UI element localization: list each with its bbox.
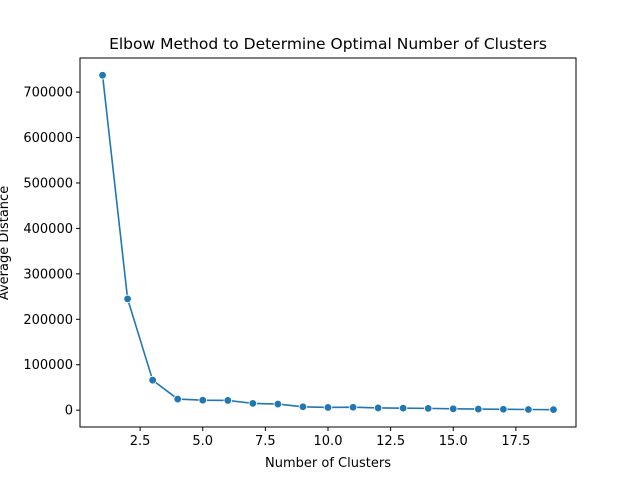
plot-area — [80, 58, 576, 427]
plot-frame — [79, 57, 577, 428]
x-tick-label: 15.0 — [439, 434, 468, 449]
data-point — [323, 403, 333, 412]
data-point — [499, 405, 508, 414]
data-point — [123, 294, 132, 304]
data-point — [373, 403, 383, 413]
data-point — [273, 399, 283, 409]
chart-title: Elbow Method to Determine Optimal Number… — [109, 35, 547, 53]
x-tick-label: 12.5 — [376, 434, 405, 449]
y-tick-label: 200000 — [23, 313, 73, 328]
data-point — [549, 405, 558, 414]
y-tick-label: 100000 — [23, 358, 73, 373]
series-layer — [98, 71, 558, 414]
x-axis-label: Number of Clusters — [265, 456, 391, 471]
y-tick-label: 400000 — [23, 222, 73, 237]
y-tick-label: 500000 — [23, 176, 73, 191]
y-axis-ticks: 0 100000 200000 300000 400000 500000 600000 700… — [23, 86, 80, 419]
data-point — [198, 395, 207, 405]
x-tick-label: 2.5 — [130, 434, 151, 449]
data-point — [474, 404, 483, 414]
x-tick-label: 17.5 — [501, 434, 530, 449]
y-tick-label: 0 — [65, 404, 73, 419]
y-tick-label: 300000 — [23, 267, 73, 282]
data-point — [248, 399, 258, 408]
data-point — [173, 394, 182, 404]
data-point — [524, 405, 533, 414]
x-tick-label: 10.0 — [314, 434, 343, 449]
y-tick-label: 600000 — [23, 131, 73, 146]
data-point — [449, 404, 458, 414]
data-point — [298, 402, 308, 411]
data-point — [98, 71, 107, 80]
y-axis-label: Average Distance — [0, 186, 12, 300]
x-tick-label: 7.5 — [255, 434, 276, 449]
data-point — [223, 396, 232, 405]
x-tick-label: 5.0 — [192, 434, 213, 449]
y-tick-label: 700000 — [23, 86, 73, 101]
data-point — [148, 375, 157, 385]
x-axis-ticks: 2.5 5.0 7.5 10.0 12.5 15.0 17.5 — [130, 427, 530, 449]
data-point — [348, 403, 358, 412]
data-point — [424, 404, 433, 413]
data-point — [398, 403, 408, 413]
